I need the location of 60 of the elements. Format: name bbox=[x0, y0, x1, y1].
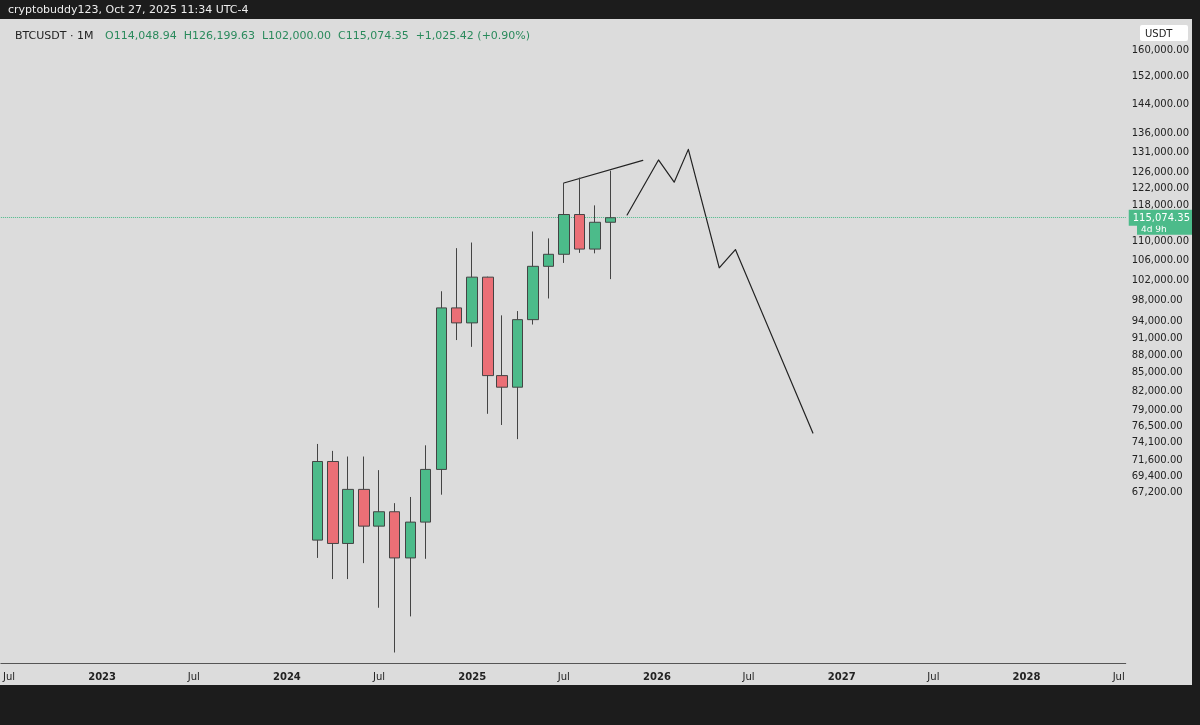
y-tick-label: 144,000.00 bbox=[1131, 98, 1190, 110]
x-tick-label: Jul bbox=[1, 670, 16, 682]
candlestick bbox=[312, 443, 323, 559]
y-tick-label: 67,200.00 bbox=[1131, 486, 1183, 498]
x-tick-label: Jul bbox=[741, 670, 755, 682]
y-tick-label: 76,500.00 bbox=[1131, 420, 1183, 432]
x-tick-label: Jul bbox=[1111, 670, 1125, 682]
y-tick-label: 106,000.00 bbox=[1131, 254, 1190, 266]
candlestick bbox=[327, 450, 339, 580]
x-tick-label: 2023 bbox=[88, 670, 117, 682]
y-tick-label: 71,600.00 bbox=[1131, 453, 1183, 465]
y-tick-label: 136,000.00 bbox=[1131, 127, 1190, 139]
y-tick-label: 88,000.00 bbox=[1131, 348, 1183, 360]
candlestick bbox=[496, 314, 508, 426]
x-tick-label: Jul bbox=[556, 670, 570, 682]
x-tick-label: 2025 bbox=[458, 670, 487, 682]
text: cryptobuddy123, Oct 27, 2025 11:34 UTC-4 bbox=[8, 3, 249, 16]
x-tick-label: Jul bbox=[372, 670, 386, 682]
text: BTCUSDT · 1M bbox=[15, 29, 94, 42]
text: O114,048.94 H126,199.63 L102,000.00 C115,074.35 +1,025.42 (+0.90%) bbox=[105, 29, 531, 42]
candlestick bbox=[451, 247, 462, 341]
y-tick-label: 102,000.00 bbox=[1131, 273, 1190, 285]
candlestick bbox=[543, 237, 554, 299]
y-tick-label: 152,000.00 bbox=[1131, 70, 1190, 82]
y-tick-label: 74,100.00 bbox=[1131, 436, 1183, 448]
y-tick-label: 82,000.00 bbox=[1131, 384, 1183, 396]
candlestick bbox=[373, 469, 385, 609]
x-tick-label: 2028 bbox=[1012, 670, 1041, 682]
candlestick bbox=[527, 231, 539, 326]
y-tick-label: 110,000.00 bbox=[1131, 235, 1190, 247]
x-tick-label: Jul bbox=[926, 670, 940, 682]
candlestick bbox=[358, 456, 370, 564]
y-tick-label: 98,000.00 bbox=[1131, 294, 1183, 306]
candlestick bbox=[389, 502, 400, 653]
text: 4d 9h bbox=[1141, 224, 1167, 235]
x-tick-label: 2026 bbox=[643, 670, 671, 682]
candlestick bbox=[574, 177, 585, 254]
candlestick bbox=[420, 444, 431, 560]
candlestick bbox=[405, 496, 416, 617]
x-tick-label: Jul bbox=[186, 670, 200, 682]
candlestick bbox=[466, 242, 478, 348]
candlestick bbox=[436, 290, 447, 496]
x-tick-label: 2024 bbox=[272, 670, 301, 682]
y-tick-label: 160,000.00 bbox=[1131, 44, 1190, 56]
y-tick-label: 118,000.00 bbox=[1131, 199, 1190, 211]
y-tick-label: 85,000.00 bbox=[1131, 366, 1183, 378]
candlestick bbox=[512, 310, 523, 440]
line-series bbox=[626, 148, 814, 434]
candlestick bbox=[482, 276, 494, 415]
y-tick-label: 94,000.00 bbox=[1131, 315, 1183, 327]
y-tick-label: 126,000.00 bbox=[1131, 166, 1190, 178]
y-tick-label: 69,400.00 bbox=[1131, 469, 1183, 481]
y-tick-label: 91,000.00 bbox=[1131, 331, 1183, 343]
y-tick-label: 79,000.00 bbox=[1131, 403, 1183, 415]
y-axis-title: USDT bbox=[1145, 27, 1174, 39]
x-tick-label: 2027 bbox=[827, 670, 856, 682]
candlestick bbox=[342, 456, 354, 580]
ref-line-label: 115,074.35 bbox=[1132, 212, 1191, 224]
y-tick-label: 131,000.00 bbox=[1131, 146, 1190, 158]
y-tick-label: 122,000.00 bbox=[1131, 182, 1190, 194]
